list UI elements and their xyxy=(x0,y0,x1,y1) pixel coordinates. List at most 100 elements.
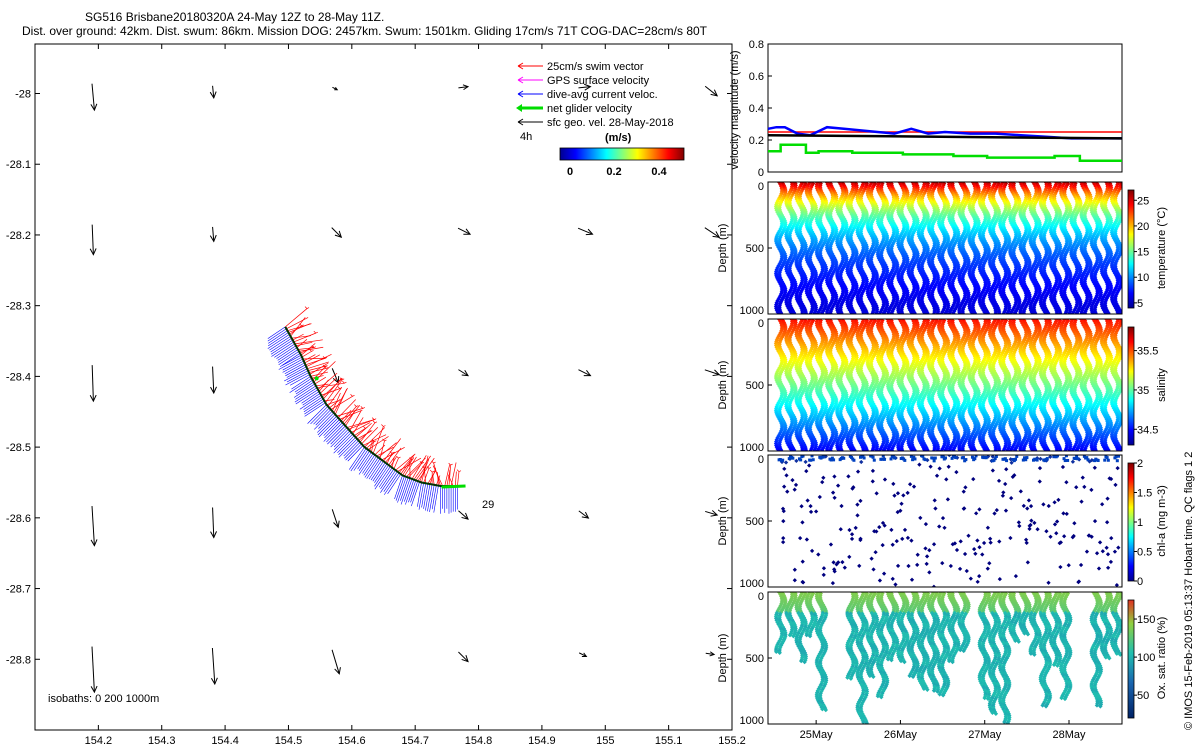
dac-vector xyxy=(277,347,298,361)
geo-vector-head xyxy=(334,230,343,239)
geo-vector xyxy=(457,227,472,235)
swim-vector xyxy=(417,457,435,482)
dac-vector xyxy=(278,356,303,370)
geo-vector-head xyxy=(463,228,472,235)
dac-vector xyxy=(343,440,359,457)
geo-vector-head xyxy=(89,394,97,403)
dac-vector xyxy=(295,381,314,395)
time-step-label: 4h xyxy=(520,131,532,143)
swim-vector xyxy=(358,430,372,441)
swim-vector xyxy=(423,465,427,484)
map-x-tick-label: 154.2 xyxy=(85,735,113,747)
dac-vector xyxy=(304,402,326,417)
swim-vector xyxy=(359,422,376,443)
swim-vector-head xyxy=(360,406,365,409)
swim-vector xyxy=(323,377,342,400)
swim-vector xyxy=(315,383,329,387)
dac-vector xyxy=(294,387,318,403)
map-x-tick-label: 155.2 xyxy=(718,735,746,747)
swim-vector xyxy=(306,353,332,368)
swim-vector xyxy=(349,410,362,431)
dac-vector xyxy=(299,394,322,410)
dac-vector xyxy=(282,358,303,371)
geo-vector xyxy=(210,366,217,395)
map-x-tick-label: 155.1 xyxy=(655,735,683,747)
velocity-ylabel: velocity magnitude (m/s) xyxy=(729,50,741,169)
swim-vector xyxy=(362,434,387,446)
map-y-tick-label: -28.5 xyxy=(6,442,31,454)
dac-vector xyxy=(295,385,317,400)
swim-vector-head xyxy=(354,404,359,407)
dac-vector xyxy=(279,354,302,367)
dac-vector xyxy=(363,455,377,476)
map-x-tick-label: 154.9 xyxy=(528,735,556,747)
swim-vector-head xyxy=(322,364,328,368)
dac-vector xyxy=(302,393,321,406)
geo-vector xyxy=(578,369,592,377)
dac-vector xyxy=(362,454,376,474)
geo-vector xyxy=(577,227,594,236)
geo-vector xyxy=(458,84,470,91)
swim-vector-head xyxy=(426,466,432,469)
dac-vector xyxy=(295,389,319,405)
dac-vector xyxy=(338,438,358,458)
dac-vector xyxy=(395,476,405,501)
dac-vector xyxy=(285,372,310,386)
dac-vector xyxy=(270,339,293,355)
swim-vector xyxy=(423,468,430,483)
swim-vector xyxy=(369,438,374,452)
dac-vector xyxy=(370,461,384,481)
geo-vector xyxy=(210,507,217,539)
map-x-tick-label: 154.6 xyxy=(338,735,366,747)
swim-vector xyxy=(391,457,395,468)
geo-vector-shaft xyxy=(705,510,718,516)
temperature-point xyxy=(839,310,844,314)
map-y-tick-label: -28.4 xyxy=(6,371,31,383)
swim-vector xyxy=(307,361,329,370)
velocity-series-black-reference xyxy=(767,133,1123,140)
swim-vector xyxy=(298,346,324,352)
velocity-y-tick-label: 0.2 xyxy=(749,135,764,147)
geo-vector-shaft xyxy=(212,85,215,98)
swim-vector xyxy=(354,428,366,436)
swim-vector xyxy=(395,453,416,471)
swim-vector xyxy=(367,436,389,450)
map-legend: 25cm/s swim vector GPS surface velocity … xyxy=(516,61,685,178)
dac-vector xyxy=(307,404,327,424)
geo-vector-head xyxy=(334,86,339,91)
legend-label-geo: sfc geo. vel. 28-May-2018 xyxy=(547,117,674,129)
geo-vector-shaft xyxy=(212,366,215,393)
speed-colorbar-tick-2: 0.4 xyxy=(651,166,667,178)
swim-vector xyxy=(314,376,327,385)
swim-vector xyxy=(361,427,379,445)
swim-vector xyxy=(348,419,375,430)
swim-vector xyxy=(301,351,312,358)
dac-vector xyxy=(425,483,431,511)
net-glider-velocity xyxy=(441,484,466,489)
geo-vector-head xyxy=(710,510,719,517)
legend-item-geo: sfc geo. vel. 28-May-2018 xyxy=(517,117,674,129)
geo-vector-shaft xyxy=(704,85,718,97)
swim-vector xyxy=(288,323,311,333)
geo-vector-head xyxy=(89,248,97,256)
geo-vector-head xyxy=(461,512,469,520)
dac-vector xyxy=(423,483,429,509)
swim-vector xyxy=(308,368,327,373)
dac-vector xyxy=(317,414,336,433)
swim-vector xyxy=(454,471,457,487)
geo-vector-head xyxy=(710,89,719,97)
dac-vector xyxy=(293,383,316,398)
swim-vector xyxy=(352,417,364,435)
swim-vector xyxy=(383,438,401,462)
swim-vector xyxy=(343,405,361,425)
dac-vector xyxy=(267,332,289,347)
temperature-point xyxy=(791,310,797,314)
geo-vector-shaft xyxy=(211,647,216,685)
geo-vector xyxy=(331,509,340,529)
swim-vector xyxy=(329,398,341,409)
swim-vector xyxy=(388,447,402,466)
geo-vector-head xyxy=(461,655,469,663)
dac-vector xyxy=(397,476,407,503)
geo-vector-shaft xyxy=(212,507,215,538)
